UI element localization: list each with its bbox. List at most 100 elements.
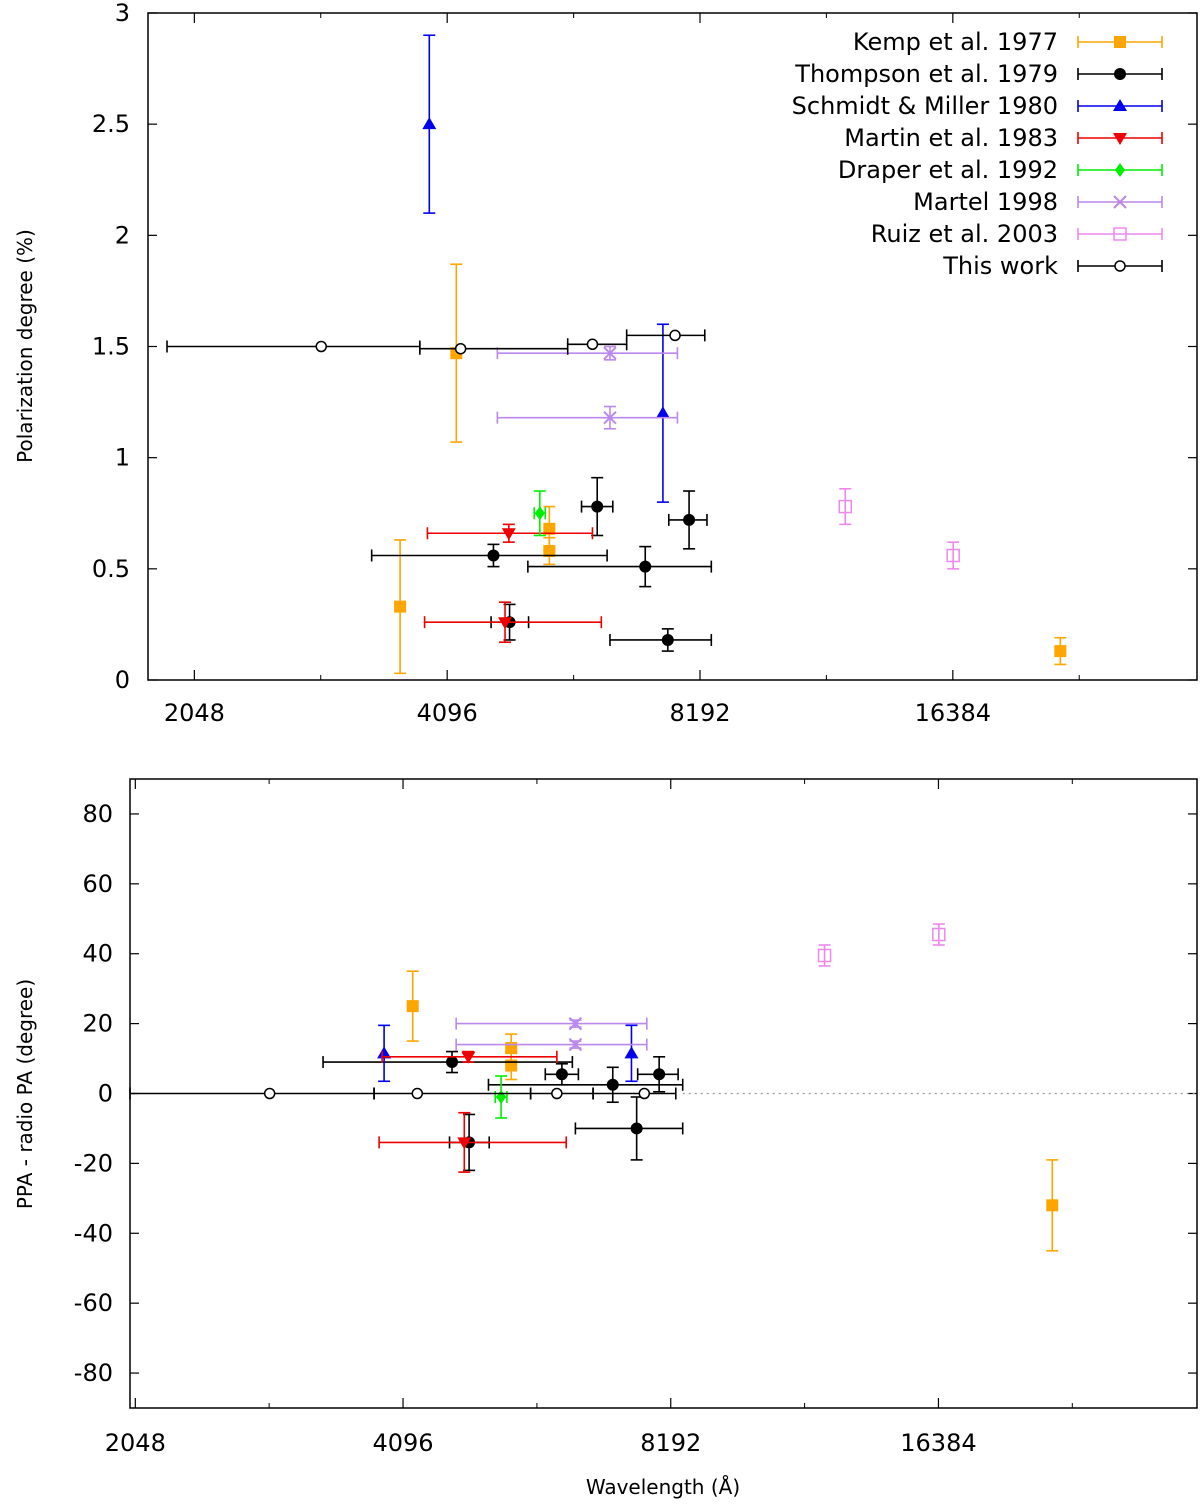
top-y-tick-label: 0.5 [92,555,130,583]
top-y-tick-label: 0 [115,666,130,694]
data-point [630,1122,643,1135]
data-point [411,1087,424,1100]
bottom-series-this-work [129,1087,677,1100]
data-point [606,1078,619,1091]
legend-label: Kemp et al. 1977 [853,28,1058,56]
data-point [457,1137,472,1150]
legend-label: This work [942,252,1058,280]
data-point [655,406,670,419]
data-point [263,1087,276,1100]
bottom-y-tick-label: -80 [74,1359,113,1387]
legend-entry-kemp-et-al-1977: Kemp et al. 1977 [853,28,1163,56]
data-point [422,117,437,130]
bottom-series-ruiz-et-al-2003 [817,923,946,967]
data-point [603,346,617,360]
legend-marker [1113,133,1127,145]
bottom-x-tick-label: 8192 [640,1429,701,1457]
bottom-series-thompson-et-al-1979 [322,1050,684,1172]
legend-entry-this-work: This work [942,252,1163,280]
data-point [315,340,327,353]
top-y-tick-label: 1.5 [92,333,130,361]
top-x-tick-label: 4096 [417,699,478,727]
legend-label: Draper et al. 1992 [838,156,1058,184]
bottom-y-tick-label: 0 [98,1080,113,1108]
top-series-schmidt-miller-1980 [422,34,670,503]
legend-marker [1114,260,1126,272]
legend: Kemp et al. 1977 Thompson et al. 1979 Schm… [792,28,1163,280]
data-point [568,1016,583,1031]
top-series-kemp-et-al-1977 [394,263,1067,675]
bottom-y-tick-label: 60 [82,870,113,898]
top-y-tick-label: 3 [115,0,130,27]
bottom-series-kemp-et-al-1977 [406,970,1059,1252]
data-point [639,560,652,573]
data-point [586,338,599,351]
legend-marker [1114,36,1126,48]
legend-marker [1113,227,1127,241]
data-point [1046,1199,1059,1212]
bottom-series-martin-et-al-1983 [378,1050,568,1173]
top-series-draper-et-al-1992 [533,490,547,537]
data-point [446,1056,459,1069]
top-y-tick-label: 1 [115,444,130,472]
top-y-axis-title: Polarization degree (%) [13,229,37,463]
bottom-series-martel-1998 [455,1016,648,1052]
bottom-x-tick-label: 16384 [900,1429,976,1457]
legend-label: Martin et al. 1983 [844,124,1058,152]
data-point [543,522,556,535]
legend-label: Ruiz et al. 2003 [871,220,1058,248]
legend-entry-martel-1998: Martel 1998 [913,188,1163,216]
legend-entry-ruiz-et-al-2003: Ruiz et al. 2003 [871,220,1163,248]
top-x-tick-label: 8192 [669,699,730,727]
bottom-x-tick-label: 4096 [372,1429,433,1457]
top-y-tick-label: 2.5 [92,110,130,138]
data-point [454,342,467,355]
data-point [591,500,604,513]
legend-marker [1115,163,1125,177]
top-series-this-work [166,329,706,355]
data-point [543,545,556,558]
top-series-thompson-et-al-1979 [370,476,713,652]
data-point [817,948,832,963]
data-point [653,1068,666,1081]
data-point [669,329,681,342]
bottom-x-axis-title: Wavelength (Å) [586,1475,740,1499]
data-point [501,528,516,541]
data-point [638,1087,651,1100]
data-point [534,506,545,521]
bottom-axis-ticks: -80 -60 -40 -20 0 20 40 60 80 2048 4096 8192 16384 [74,779,1197,1457]
bottom-y-axis-title: PPA - radio PA (degree) [13,979,37,1209]
bottom-y-tick-label: 20 [82,1010,113,1038]
data-point [661,633,674,646]
bottom-y-tick-label: -40 [74,1219,113,1247]
top-axis-ticks: 0 0.5 1 1.5 2 2.5 3 2048 4096 8192 16384 [92,0,1197,727]
data-point [946,548,960,563]
data-point [624,1046,639,1059]
top-panel: 0 0.5 1 1.5 2 2.5 3 2048 4096 8192 16384 Kemp et a… [13,0,1198,727]
legend-label: Schmidt & Miller 1980 [792,92,1058,120]
data-point [551,1087,563,1100]
data-point [683,513,696,526]
top-series-martel-1998 [496,345,679,430]
data-point [498,617,513,630]
data-point [461,1051,476,1064]
top-data-layer [166,34,1067,675]
bottom-series-schmidt-miller-1980 [377,1024,639,1083]
legend-entry-schmidt-miller-1980: Schmidt & Miller 1980 [792,92,1163,120]
data-point [496,1089,507,1104]
top-series-martin-et-al-1983 [423,523,603,644]
bottom-y-tick-label: -20 [74,1149,113,1177]
legend-marker [1113,99,1127,111]
legend-marker [1114,68,1126,80]
bottom-x-tick-label: 2048 [105,1429,166,1457]
legend-label: Martel 1998 [913,188,1058,216]
top-series-ruiz-et-al-2003 [838,487,960,570]
bottom-y-tick-label: -60 [74,1289,113,1317]
legend-entry-martin-et-al-1983: Martin et al. 1983 [844,124,1163,152]
bottom-data-layer [129,923,1197,1252]
bottom-series-draper-et-al-1992 [494,1075,508,1119]
data-point [603,410,617,425]
legend-label: Thompson et al. 1979 [794,60,1058,88]
legend-marker [1113,195,1127,209]
